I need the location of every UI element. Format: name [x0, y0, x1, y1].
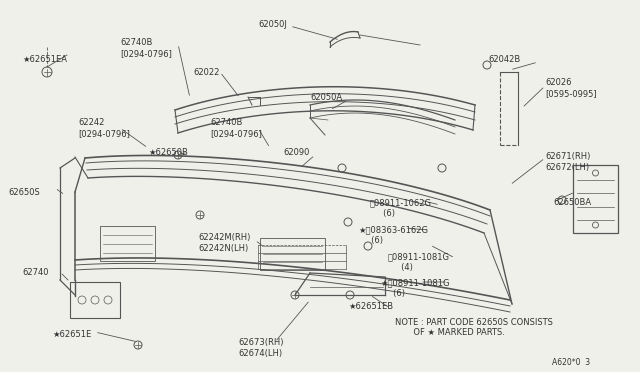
Text: Ⓝ08911-1062G
     (6): Ⓝ08911-1062G (6) [370, 198, 432, 218]
Text: ★Ⓢ08363-6162G
     (6): ★Ⓢ08363-6162G (6) [358, 225, 428, 245]
Text: 62650BA: 62650BA [553, 198, 591, 207]
Text: ★62650B: ★62650B [148, 148, 188, 157]
Text: 62673(RH)
62674(LH): 62673(RH) 62674(LH) [238, 338, 284, 358]
Bar [573, 165, 618, 233]
Text: ★62651EA: ★62651EA [22, 55, 67, 64]
Text: 62026
[0595-0995]: 62026 [0595-0995] [545, 78, 596, 98]
Text: 62650S: 62650S [8, 188, 40, 197]
Bar [100, 226, 155, 261]
Text: 62740B
[0294-0796]: 62740B [0294-0796] [120, 38, 172, 58]
Text: ★62651EB: ★62651EB [348, 302, 393, 311]
Text: 62050A: 62050A [310, 93, 342, 102]
Bar [260, 238, 325, 270]
Text: Ⓝ08911-1081G
     (4): Ⓝ08911-1081G (4) [388, 252, 450, 272]
Text: 62090: 62090 [283, 148, 309, 157]
Text: 62671(RH)
62672(LH): 62671(RH) 62672(LH) [545, 152, 590, 172]
Text: ★62651E: ★62651E [52, 330, 92, 339]
Text: 62740: 62740 [22, 268, 49, 277]
Text: 62050J: 62050J [258, 20, 287, 29]
Text: A620*0  3: A620*0 3 [552, 358, 590, 367]
Text: NOTE : PART CODE 62650S CONSISTS: NOTE : PART CODE 62650S CONSISTS [395, 318, 553, 327]
Text: OF ★ MARKED PARTS.: OF ★ MARKED PARTS. [395, 328, 505, 337]
Text: 62042B: 62042B [488, 55, 520, 64]
Text: 62242
[0294-0796]: 62242 [0294-0796] [78, 118, 130, 138]
Text: 62242M(RH)
62242N(LH): 62242M(RH) 62242N(LH) [198, 233, 250, 253]
Bar [70, 282, 120, 318]
Text: 62022: 62022 [193, 68, 220, 77]
Text: ★Ⓝ08911-1081G
     (6): ★Ⓝ08911-1081G (6) [380, 278, 449, 298]
Text: 62740B
[0294-0796]: 62740B [0294-0796] [210, 118, 262, 138]
